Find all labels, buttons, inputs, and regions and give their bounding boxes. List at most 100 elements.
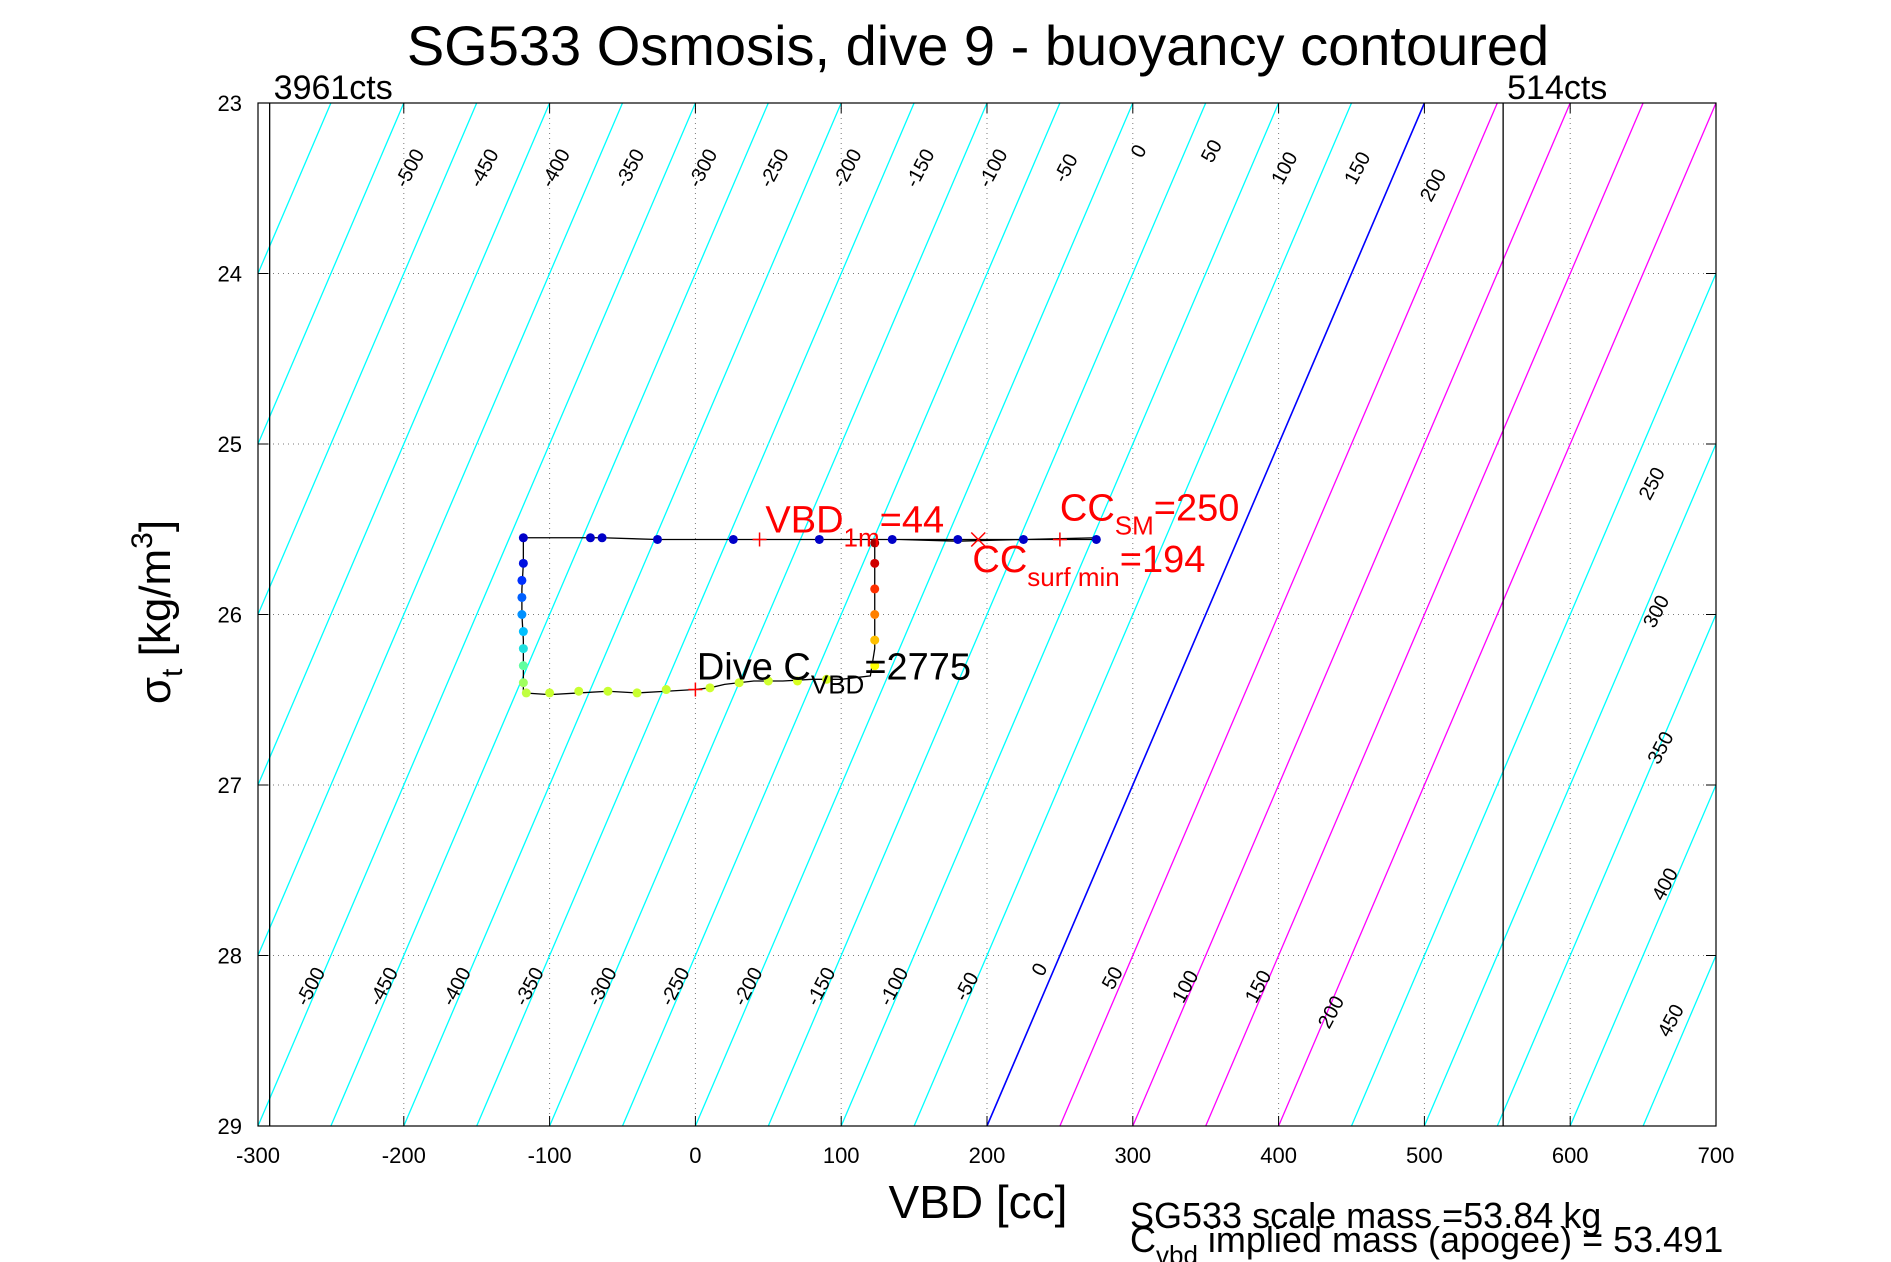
dive-sample-marker [517,592,527,602]
dive-sample-marker [545,688,555,698]
dive-sample-marker [632,688,642,698]
x-tick-label: 700 [1698,1143,1735,1168]
contour-labels: -500 -450 -400 -350 -300 -250 -200 -150 -100 -50 0… [292,136,1689,1040]
dive-path-markers [517,531,1101,698]
contour-label-top: -500 [391,146,429,192]
x-axis-label: VBD [cc] [889,1176,1068,1228]
annotation-main: CC [1060,488,1115,530]
dive-sample-marker [585,533,595,543]
contour-line-400 [1569,783,1716,1126]
contour-line-150 [1205,103,1644,1126]
contour-label-bottom: 50 [1098,963,1128,993]
contour-label-top: -250 [756,146,794,192]
dive-path-line [521,537,1097,696]
contour-label-top: -50 [1050,150,1083,186]
dive-sample-marker [734,678,744,688]
dive-sample-marker [517,610,527,619]
dive-sample-marker [870,558,880,568]
red-cross-marker [970,531,986,548]
contour-label-right: 250 [1635,464,1670,504]
chart-title: SG533 Osmosis, dive 9 - buoyancy contour… [407,14,1549,77]
dive-sample-marker [603,686,613,696]
count-label: 3961cts [274,69,393,107]
contour-line-m200 [694,103,1134,1126]
dive-sample-marker [763,676,773,686]
contour-label-bottom: 200 [1314,992,1349,1032]
contour-line-100 [1132,103,1571,1126]
contour-line-m250 [621,103,1061,1126]
dive-sample-marker [661,685,671,695]
x-tick-label: 0 [689,1143,701,1168]
count-label: 514cts [1507,69,1607,107]
contour-line-m50 [913,103,1353,1126]
annotation-sub: VBD [811,669,864,699]
marker-stroke [970,531,986,548]
annotation-ccsm: CCSM=250 [1060,488,1239,541]
annotation-vbd1m: VBD1m=44 [765,500,944,553]
dive-sample-marker [728,534,738,544]
contour-line-m150 [767,103,1207,1126]
dive-sample-marker [870,584,880,594]
y-tick-label: 28 [218,944,242,969]
dive-sample-marker [518,678,528,688]
buoyancy-contours [258,103,1716,1126]
dive-sample-marker [870,635,880,645]
dive-sample-marker [814,534,824,544]
dive-sample-marker [870,538,880,548]
contour-line-m700 [258,103,405,446]
contour-label-top: -150 [901,146,939,192]
x-tick-label: 300 [1114,1143,1151,1168]
contour-line-250 [1350,271,1716,1126]
annotation-value: =194 [1120,539,1206,581]
x-tick-label: 100 [823,1143,860,1168]
y-tick-label: 24 [218,262,242,287]
x-tick-label: 500 [1406,1143,1443,1168]
contour-line-200 [1278,103,1716,1126]
contour-label-right: 300 [1639,592,1674,632]
contour-line-0 [986,103,1426,1126]
contour-label-top: 50 [1197,136,1227,166]
contour-line-300 [1423,442,1716,1126]
y-tick-label: 26 [218,603,242,628]
y-axis-ticks: 23 24 25 26 27 28 29 [218,91,1716,1139]
dive-sample-marker [870,610,880,619]
contour-label-top: -350 [611,146,649,192]
contour-line-m300 [549,103,988,1126]
contour-line-50 [1059,103,1498,1126]
x-tick-label: 200 [969,1143,1006,1168]
dive-sample-marker [518,661,528,671]
red-plus-marker [688,682,703,697]
contour-line-m350 [476,103,915,1126]
annotation-value: =44 [880,500,944,542]
dive-sample-marker [518,627,528,637]
annotation-sub: SM [1115,511,1154,541]
contour-line-450 [1642,953,1716,1126]
dive-sample-marker [1091,534,1101,544]
annotation-value: =2775 [864,646,971,688]
dive-sample-marker [705,683,715,693]
annotation-divecvbd: Dive CVBD=2775 [697,646,971,699]
count-limit-lines: 3961cts 514cts [269,69,1607,1126]
dive-sample-marker [517,575,527,585]
footer-scale-mass: SG533 scale mass =53.84 kg [1130,1195,1601,1236]
dive-sample-marker [574,686,584,696]
contour-label-top: 200 [1416,166,1451,206]
contour-line-m550 [258,103,624,958]
dive-sample-marker [597,533,607,543]
annotation-ccsurf: CCsurf min=194 [972,539,1205,592]
x-tick-label: -200 [382,1143,426,1168]
red-plus-marker [752,532,767,547]
y-tick-label: 25 [218,432,242,457]
contour-line-m450 [330,103,769,1126]
x-axis-ticks: -300 -200 -100 0 100 200 300 400 500 600 700 [236,103,1734,1168]
contour-label-top: -300 [684,146,722,192]
dive-path [521,537,1097,696]
contour-label-top: 100 [1267,148,1302,188]
annotation-sub: 1m [844,523,880,553]
contour-line-m100 [840,103,1280,1126]
dive-sample-marker [652,534,662,544]
contour-label-right: 400 [1648,865,1683,905]
x-tick-label: 400 [1260,1143,1297,1168]
dive-sample-marker [953,534,963,544]
